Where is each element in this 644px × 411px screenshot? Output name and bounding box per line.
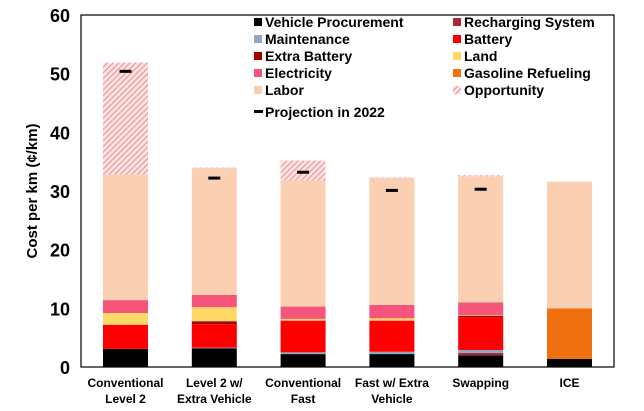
bar-segment-labor xyxy=(458,176,504,303)
y-tick-label: 20 xyxy=(50,241,70,261)
bar-segment-land xyxy=(103,313,148,325)
bar-segment-opportunity xyxy=(280,160,326,181)
bar-segment-labor xyxy=(103,174,148,301)
bar-segment-vehicle-procurement xyxy=(547,358,592,367)
bar-segment-maintenance xyxy=(369,351,415,355)
x-tick-label: Conventional xyxy=(87,376,163,390)
bar-segment-opportunity xyxy=(191,167,237,169)
legend-swatch xyxy=(453,69,461,77)
y-axis-label: Cost per km (¢/km) xyxy=(24,123,41,258)
projection-marker xyxy=(385,188,398,192)
legend-swatch-projection xyxy=(254,110,263,113)
y-tick-label: 0 xyxy=(60,358,70,378)
legend-label: Projection in 2022 xyxy=(265,104,385,120)
legend-label: Land xyxy=(464,48,497,64)
legend-swatch xyxy=(254,69,262,77)
y-tick-label: 50 xyxy=(50,65,70,85)
bar-segment-labor xyxy=(547,181,592,309)
legend-swatch xyxy=(453,86,461,94)
y-tick-label: 30 xyxy=(50,182,70,202)
legend-label: Labor xyxy=(265,82,304,98)
bar-segment-land xyxy=(369,318,415,321)
x-tick-label: Extra Vehicle xyxy=(177,392,252,406)
bar-segment-electricity xyxy=(458,302,504,316)
bar-segment-land xyxy=(191,307,237,322)
legend-label: Battery xyxy=(464,31,512,47)
bar-segment-battery xyxy=(280,320,326,353)
bar-segment-land xyxy=(458,315,504,316)
projection-marker xyxy=(474,187,487,191)
x-tick-label: Vehicle xyxy=(371,392,413,406)
bar-segment-extra-battery xyxy=(458,315,504,318)
plot-frame xyxy=(80,14,615,368)
legend-label: Gasoline Refueling xyxy=(464,65,591,81)
x-tick-label: Swapping xyxy=(452,376,509,390)
legend-label: Opportunity xyxy=(464,82,544,98)
bar-segment-battery xyxy=(458,317,504,350)
bar-segment-electricity xyxy=(103,300,148,314)
x-tick-label: Fast xyxy=(291,392,316,406)
bar-segment-gasoline-refueling xyxy=(547,308,592,359)
bar-segment-opportunity xyxy=(103,62,148,175)
bar-segment-labor xyxy=(191,168,237,295)
bar-segment-electricity xyxy=(369,304,415,319)
bar-segment-battery xyxy=(103,324,148,349)
bar-segment-vehicle-procurement xyxy=(280,354,326,367)
legend-swatch xyxy=(254,86,262,94)
bar-segment-land xyxy=(280,318,326,321)
bar-segment-vehicle-procurement xyxy=(369,354,415,367)
bar-segment-opportunity xyxy=(458,175,504,177)
bar-segment-maintenance xyxy=(191,347,237,349)
legend-swatch xyxy=(453,35,461,43)
bar-segment-electricity xyxy=(280,306,326,319)
bar-segment-electricity xyxy=(191,294,237,308)
bar-segment-labor xyxy=(280,180,326,307)
bar-segment-vehicle-procurement xyxy=(191,348,237,367)
bar-segment-vehicle-procurement xyxy=(458,355,504,367)
y-tick-label: 10 xyxy=(50,299,70,319)
legend-label: Recharging System xyxy=(464,14,595,30)
x-tick-label: Level 2 xyxy=(105,392,146,406)
x-tick-label: Conventional xyxy=(265,376,341,390)
y-tick-label: 60 xyxy=(50,6,70,26)
legend-swatch xyxy=(254,18,262,26)
bar-segment-labor xyxy=(369,178,415,305)
x-tick-label: ICE xyxy=(559,376,579,390)
legend-swatch xyxy=(254,52,262,60)
legend-swatch xyxy=(254,35,262,43)
projection-marker xyxy=(208,176,221,180)
legend-label: Maintenance xyxy=(265,31,350,47)
bar-segment-maintenance xyxy=(280,352,326,355)
bar-segment-battery xyxy=(191,324,237,348)
legend-label: Vehicle Procurement xyxy=(265,14,404,30)
bar-segment-vehicle-procurement xyxy=(103,348,148,367)
bar-segment-maintenance xyxy=(458,349,504,353)
bar-segment-extra-battery xyxy=(191,321,237,325)
bar-segment-recharging-system xyxy=(458,352,504,356)
projection-marker xyxy=(297,170,310,174)
legend-swatch xyxy=(453,18,461,26)
legend-label: Extra Battery xyxy=(265,48,352,64)
bar-segment-battery xyxy=(369,320,415,352)
x-tick-label: Level 2 w/ xyxy=(186,376,243,390)
legend-swatch xyxy=(453,52,461,60)
bar-segment-opportunity xyxy=(369,177,415,179)
legend-label: Electricity xyxy=(265,65,332,81)
projection-marker xyxy=(119,69,132,73)
x-tick-label: Fast w/ Extra xyxy=(355,376,429,390)
y-tick-label: 40 xyxy=(50,123,70,143)
